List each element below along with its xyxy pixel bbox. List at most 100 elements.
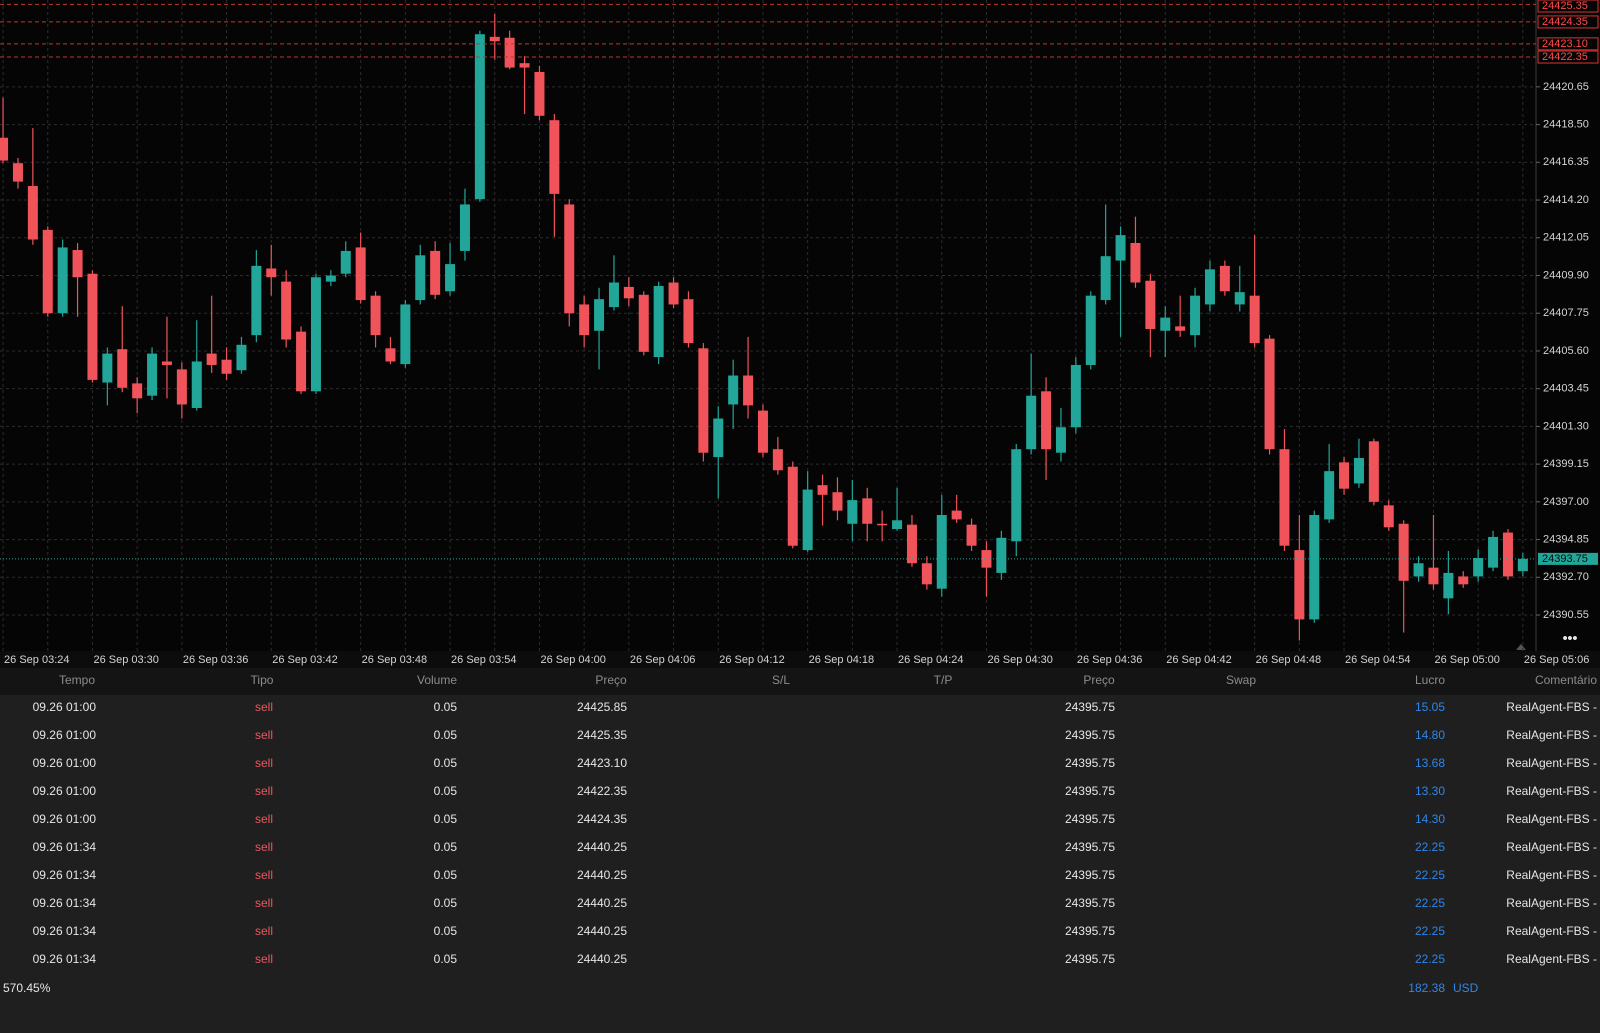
order-price-label: 24425.35 <box>1542 0 1588 12</box>
cell-open-price: 24440.25 <box>577 952 627 966</box>
candle-body <box>832 492 843 511</box>
candle-body <box>1488 536 1499 568</box>
x-tick-label: 26 Sep 03:30 <box>93 654 158 666</box>
candle-body <box>1294 550 1305 620</box>
cell-open-price: 24425.35 <box>577 728 627 742</box>
x-tick-label: 26 Sep 04:24 <box>898 654 963 666</box>
cell-volume: 0.05 <box>434 700 458 714</box>
x-tick-label: 26 Sep 03:36 <box>183 654 248 666</box>
more-icon[interactable]: ••• <box>1563 630 1578 646</box>
column-header: Preço <box>1083 673 1115 687</box>
cell-comment: RealAgent-FBS - <box>1506 952 1597 966</box>
cell-time: 09.26 01:34 <box>33 924 97 938</box>
candle-body <box>1443 572 1454 599</box>
candle-body <box>400 304 411 365</box>
cell-comment: RealAgent-FBS - <box>1506 840 1597 854</box>
x-tick-label: 26 Sep 04:54 <box>1345 654 1410 666</box>
candle-body <box>355 247 366 301</box>
candle-body <box>728 375 739 405</box>
cell-comment: RealAgent-FBS - <box>1506 756 1597 770</box>
candle-body <box>57 247 68 314</box>
table-header-bg <box>0 668 1600 695</box>
candle-body <box>1264 338 1275 450</box>
candle-body <box>549 120 560 194</box>
candle-body <box>564 204 575 314</box>
candle-body <box>1339 462 1350 489</box>
candle-body <box>743 375 754 406</box>
cell-volume: 0.05 <box>434 784 458 798</box>
cell-price: 24395.75 <box>1065 728 1115 742</box>
candle-body <box>519 63 530 68</box>
cell-time: 09.26 01:00 <box>33 728 97 742</box>
candle-body <box>310 277 321 392</box>
scroll-icon[interactable] <box>1516 644 1526 650</box>
cell-profit: 22.25 <box>1415 952 1445 966</box>
cell-volume: 0.05 <box>434 756 458 770</box>
candle-body <box>147 353 158 396</box>
candle-body <box>921 563 932 585</box>
cell-comment: RealAgent-FBS - <box>1506 868 1597 882</box>
candle-body <box>340 250 351 274</box>
candle-body <box>42 229 53 314</box>
cell-open-price: 24423.10 <box>577 756 627 770</box>
y-tick-label: 24420.65 <box>1543 81 1589 93</box>
y-tick-label: 24399.15 <box>1543 458 1589 470</box>
cell-open-price: 24440.25 <box>577 868 627 882</box>
candle-body <box>579 304 590 336</box>
cell-volume: 0.05 <box>434 924 458 938</box>
x-tick-label: 26 Sep 04:36 <box>1077 654 1142 666</box>
x-tick-label: 26 Sep 03:48 <box>362 654 427 666</box>
cell-profit: 22.25 <box>1415 868 1445 882</box>
cell-type: sell <box>255 812 273 826</box>
cell-profit: 22.25 <box>1415 840 1445 854</box>
cell-price: 24395.75 <box>1065 924 1115 938</box>
cell-open-price: 24440.25 <box>577 924 627 938</box>
table-bg <box>0 695 1600 1033</box>
last-price-label: 24393.75 <box>1542 553 1588 565</box>
column-header: Preço <box>595 673 627 687</box>
candle-body <box>221 359 232 374</box>
order-price-box <box>1537 15 1599 29</box>
cell-type: sell <box>255 952 273 966</box>
candle-body <box>415 255 426 301</box>
candle-body <box>1100 256 1111 301</box>
candle-body <box>1130 243 1141 283</box>
candle-body <box>981 550 992 568</box>
x-tick-label: 26 Sep 04:30 <box>987 654 1052 666</box>
order-price-label: 24423.10 <box>1542 38 1588 50</box>
y-tick-label: 24390.55 <box>1543 609 1589 621</box>
margin-level: 570.45% <box>3 981 51 995</box>
candle-body <box>1085 295 1096 365</box>
candle-body <box>474 34 485 200</box>
candle-body <box>87 273 98 380</box>
cell-profit: 22.25 <box>1415 924 1445 938</box>
cell-price: 24395.75 <box>1065 840 1115 854</box>
cell-type: sell <box>255 728 273 742</box>
last-price-box <box>1538 552 1598 565</box>
cell-volume: 0.05 <box>434 840 458 854</box>
cell-volume: 0.05 <box>434 728 458 742</box>
cell-type: sell <box>255 868 273 882</box>
cell-volume: 0.05 <box>434 952 458 966</box>
y-tick-label: 24405.60 <box>1543 345 1589 357</box>
cell-comment: RealAgent-FBS - <box>1506 784 1597 798</box>
candle-body <box>236 344 247 371</box>
column-header: Lucro <box>1415 673 1445 687</box>
order-price-box <box>1537 37 1599 51</box>
candle-body <box>1279 449 1290 546</box>
chart-bg <box>0 0 1600 651</box>
x-tick-label: 26 Sep 04:42 <box>1166 654 1231 666</box>
candle-body <box>1458 576 1469 585</box>
cell-price: 24395.75 <box>1065 700 1115 714</box>
candle-body <box>594 299 605 331</box>
candle-body <box>1070 364 1081 428</box>
candle-body <box>1160 317 1171 331</box>
candle-body <box>1368 441 1379 502</box>
y-tick-label: 24397.00 <box>1543 496 1589 508</box>
candle-body <box>713 418 724 458</box>
candle-body <box>1190 295 1201 336</box>
y-tick-label: 24392.70 <box>1543 571 1589 583</box>
candle-body <box>12 163 23 182</box>
candle-body <box>1175 326 1186 331</box>
column-header: Volume <box>417 673 457 687</box>
